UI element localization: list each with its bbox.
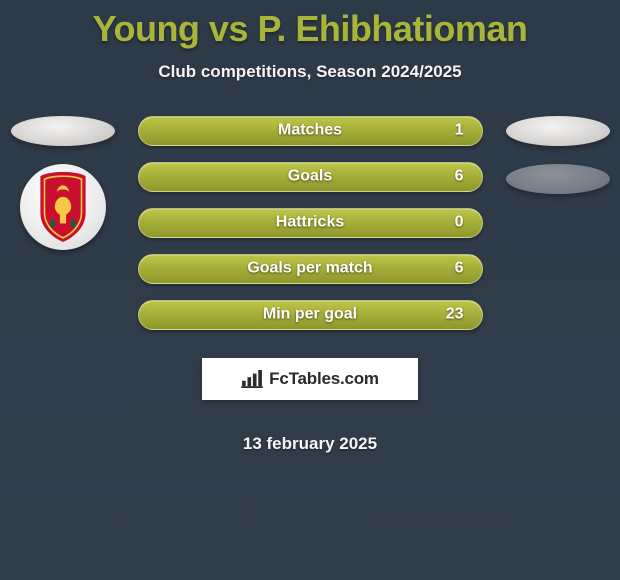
- liverpool-crest-icon: [32, 170, 94, 244]
- player2-ellipse-bottom: [506, 164, 610, 194]
- player2-ellipse-top: [506, 116, 610, 146]
- player1-ellipse: [11, 116, 115, 146]
- right-column: [495, 116, 620, 194]
- stat-value: 6: [455, 168, 464, 186]
- bars-icon: [241, 370, 263, 388]
- left-column: [0, 116, 125, 250]
- stat-label: Goals: [288, 168, 332, 186]
- brand-text: FcTables.com: [269, 369, 379, 389]
- stat-bar-goals: Goals 6: [138, 162, 483, 192]
- stat-label: Hattricks: [276, 214, 344, 232]
- stat-label: Goals per match: [247, 260, 372, 278]
- stat-bar-matches: Matches 1: [138, 116, 483, 146]
- brand-box: FcTables.com: [202, 358, 418, 400]
- stat-bar-hattricks: Hattricks 0: [138, 208, 483, 238]
- page-title: Young vs P. Ehibhatioman: [93, 8, 528, 50]
- stat-value: 0: [455, 214, 464, 232]
- stat-bars: Matches 1 Goals 6 Hattricks 0 Goals per …: [125, 116, 495, 454]
- stat-value: 1: [455, 122, 464, 140]
- stat-bar-mpg: Min per goal 23: [138, 300, 483, 330]
- stat-label: Min per goal: [263, 306, 357, 324]
- footer-date: 13 february 2025: [243, 434, 377, 454]
- stat-label: Matches: [278, 122, 342, 140]
- body-grid: Matches 1 Goals 6 Hattricks 0 Goals per …: [0, 116, 620, 454]
- root: Young vs P. Ehibhatioman Club competitio…: [0, 0, 620, 454]
- page-subtitle: Club competitions, Season 2024/2025: [158, 62, 461, 82]
- stat-value: 23: [446, 306, 464, 324]
- stat-value: 6: [455, 260, 464, 278]
- club-crest: [20, 164, 106, 250]
- stat-bar-gpm: Goals per match 6: [138, 254, 483, 284]
